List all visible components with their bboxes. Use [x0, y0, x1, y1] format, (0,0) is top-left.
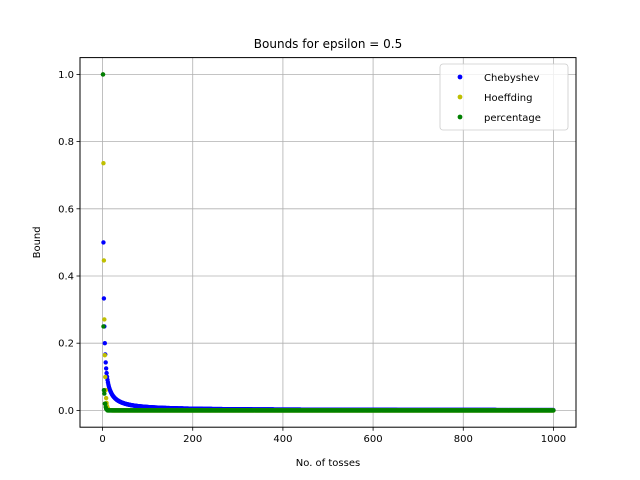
- data-point: [103, 395, 109, 401]
- data-point: [103, 360, 108, 365]
- data-point: [102, 391, 107, 396]
- legend: Chebyshev Hoeffding percentage: [439, 63, 569, 131]
- legend-marker: [457, 94, 463, 100]
- data-point: [102, 317, 107, 322]
- x-tick-label: 800: [454, 434, 473, 445]
- data-point: [101, 240, 106, 245]
- data-point: [551, 408, 556, 413]
- data-point: [101, 296, 107, 301]
- x-tick-label: 200: [183, 434, 202, 445]
- data-point: [103, 366, 109, 371]
- x-tick-label: 0: [99, 434, 105, 445]
- y-tick-label: 1.0: [58, 70, 74, 81]
- data-point: [100, 72, 106, 77]
- y-axis-label: Bound: [32, 226, 43, 258]
- grid: [80, 57, 576, 428]
- data-point: [102, 353, 108, 358]
- y-tick-label: 0.2: [58, 339, 74, 350]
- plot-frame: [79, 57, 577, 428]
- data-point: [101, 258, 107, 263]
- legend-marker: [457, 74, 463, 80]
- y-tick-label: 0.4: [58, 272, 74, 283]
- data-point: [101, 160, 106, 166]
- x-tick-label: 400: [273, 434, 292, 445]
- legend-label: percentage: [484, 113, 541, 124]
- legend-label: Hoeffding: [484, 93, 533, 104]
- data-point: [102, 341, 108, 346]
- chart-title: Bounds for epsilon = 0.5: [254, 37, 402, 51]
- series-percentage: [100, 72, 556, 413]
- data-point: [101, 388, 107, 393]
- legend-marker: [457, 114, 463, 120]
- y-tick-label: 0.6: [58, 204, 74, 215]
- y-tick-label: 0.8: [58, 137, 74, 148]
- x-tick-label: 600: [364, 434, 383, 445]
- legend-label: Chebyshev: [484, 73, 539, 84]
- legend-box: [439, 63, 569, 131]
- data-points: [100, 72, 556, 413]
- x-axis-label: No. of tosses: [296, 458, 360, 469]
- x-tick-label: 1000: [541, 434, 566, 445]
- data-point: [104, 370, 109, 376]
- data-point: [103, 401, 108, 406]
- data-point: [103, 374, 108, 380]
- ticks: 0 200 400 600 800 1000 0.0 0.2 0.4 0.6 0.8 1.0: [58, 70, 566, 445]
- data-point: [101, 324, 106, 329]
- y-tick-label: 0.0: [58, 406, 74, 417]
